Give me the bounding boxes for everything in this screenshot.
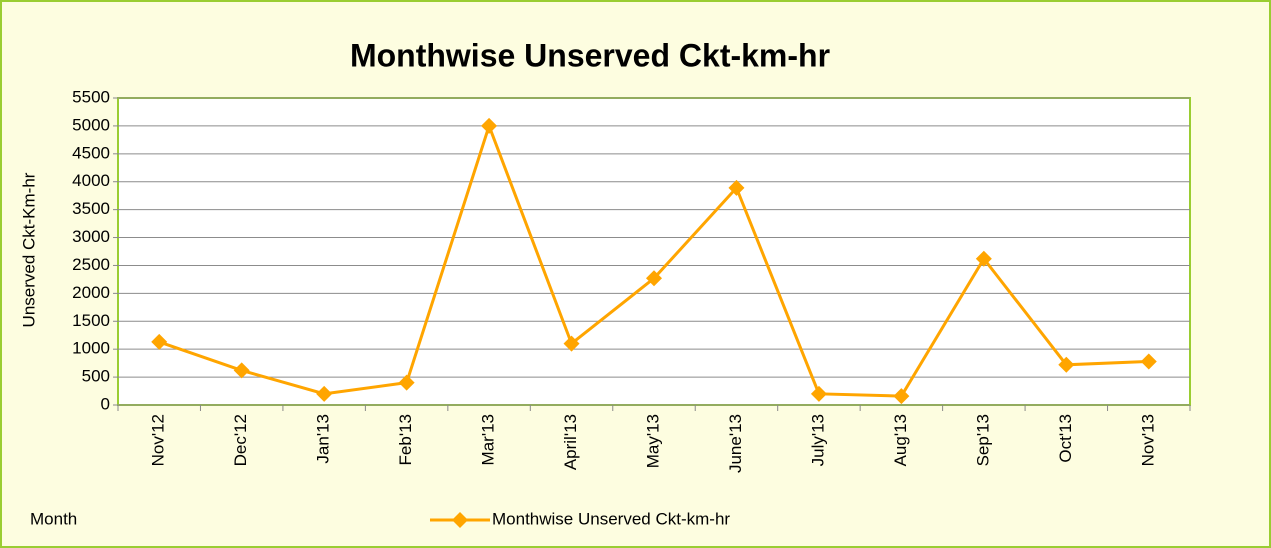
data-point (646, 270, 662, 287)
y-tick-label: 5000 (72, 115, 110, 134)
x-tick-label: June'13 (726, 414, 745, 473)
x-tick-label: July'13 (808, 414, 827, 466)
x-tick-label: Jan'13 (314, 414, 333, 464)
x-tick-label: Feb'13 (396, 414, 415, 465)
legend-marker (452, 512, 468, 528)
y-tick-label: 1000 (72, 339, 110, 358)
x-tick-label: May'13 (643, 414, 662, 468)
data-point (481, 117, 498, 134)
data-point (893, 388, 910, 405)
data-point (233, 362, 250, 379)
data-point (1058, 356, 1075, 373)
y-tick-label: 3500 (72, 199, 110, 218)
y-tick-label: 2500 (72, 255, 110, 274)
data-point (398, 374, 415, 391)
y-tick-label: 4500 (72, 143, 110, 162)
data-point (563, 335, 580, 352)
chart-title: Monthwise Unserved Ckt-km-hr (350, 37, 830, 73)
data-point (728, 179, 745, 196)
x-tick-label: Dec'12 (231, 414, 250, 466)
y-tick-label: 3000 (72, 227, 110, 246)
x-tick-label: Nov'13 (1138, 414, 1157, 466)
data-point (1140, 353, 1157, 370)
x-tick-label: Oct'13 (1056, 414, 1075, 463)
data-point (975, 250, 992, 267)
y-tick-label: 5500 (72, 87, 110, 106)
x-tick-label: Mar'13 (479, 414, 498, 465)
x-tick-label: April'13 (561, 414, 580, 470)
y-tick-label: 0 (101, 394, 110, 413)
x-tick-label: Nov'12 (149, 414, 168, 466)
y-tick-label: 1500 (72, 311, 110, 330)
x-tick-label: Sep'13 (973, 414, 992, 466)
data-point (151, 333, 168, 350)
x-tick-label: Aug'13 (891, 414, 910, 466)
data-point (316, 385, 333, 402)
x-axis-label: Month (30, 509, 77, 528)
plot-area (117, 97, 1191, 406)
data-point (810, 385, 827, 402)
y-axis-label: Unserved Ckt-Km-hr (19, 172, 38, 327)
y-tick-label: 2000 (72, 283, 110, 302)
legend-label: Monthwise Unserved Ckt-km-hr (492, 509, 730, 528)
y-tick-label: 500 (82, 367, 110, 386)
y-tick-label: 4000 (72, 171, 110, 190)
